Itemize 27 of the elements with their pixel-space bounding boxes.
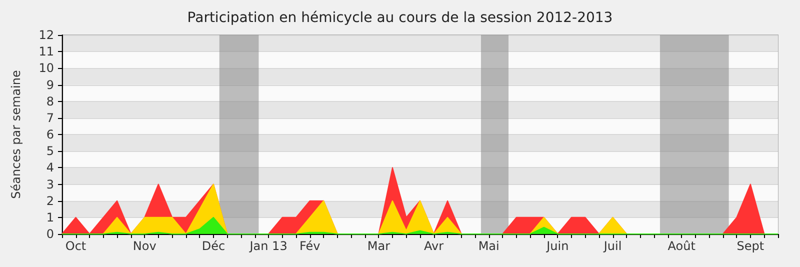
y-tick-label: 10	[38, 61, 54, 76]
x-tick-label: Fév	[299, 239, 320, 253]
x-tick-label: Déc	[202, 239, 226, 253]
y-tick-label: 11	[38, 44, 54, 59]
y-axis-title: Séances par semaine	[9, 70, 23, 199]
y-tick-label: 3	[46, 177, 54, 192]
x-tick-label: Nov	[132, 239, 156, 253]
x-tick-label: Mai	[478, 239, 500, 253]
y-tick-label: 7	[46, 110, 54, 125]
x-tick-label: Mar	[367, 239, 390, 253]
y-tick-label: 4	[46, 160, 54, 175]
y-tick-label: 8	[46, 94, 54, 108]
y-tick-label: 2	[46, 194, 54, 208]
y-tick-label: 0	[46, 227, 54, 241]
y-tick-label: 1	[46, 210, 54, 224]
y-tick-label: 5	[46, 144, 54, 158]
x-tick-label: Juil	[602, 239, 622, 253]
x-tick-label: Août	[668, 239, 696, 253]
y-tick-label: 9	[46, 78, 54, 92]
y-tick-label: 12	[38, 28, 54, 42]
x-tick-label: Oct	[65, 239, 86, 253]
x-tick-label: Juin	[546, 239, 569, 253]
x-tick-label: Avr	[424, 239, 444, 253]
x-tick-label: Sept	[736, 239, 764, 253]
x-tick-label: Jan 13	[248, 239, 288, 253]
chart-title: Participation en hémicycle au cours de la session 2012-2013	[187, 10, 613, 26]
y-tick-label: 6	[46, 128, 54, 142]
